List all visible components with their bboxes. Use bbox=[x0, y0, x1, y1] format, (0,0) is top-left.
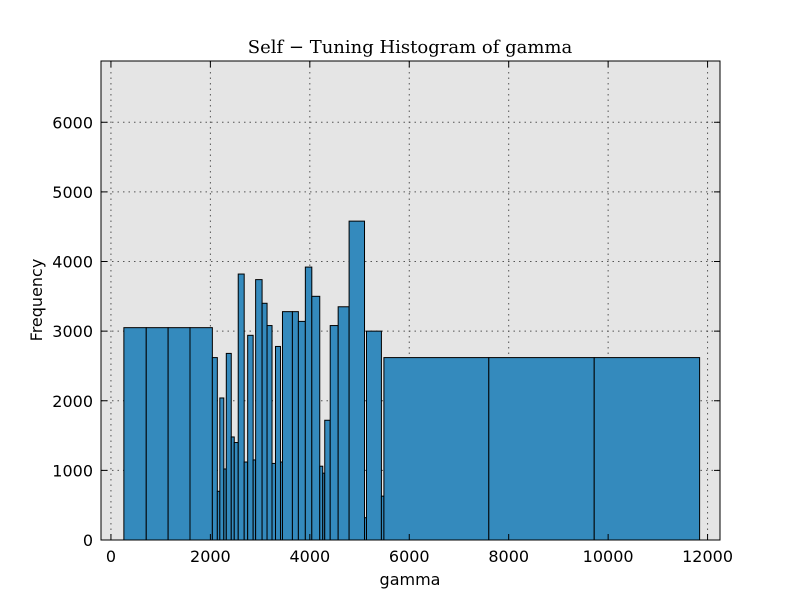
x-tick-label: 0 bbox=[106, 547, 116, 566]
histogram-bar bbox=[281, 311, 293, 541]
histogram-bar bbox=[365, 330, 382, 541]
histogram-bar bbox=[593, 357, 701, 541]
histogram-bar bbox=[329, 325, 339, 541]
histogram-bar bbox=[271, 462, 277, 541]
y-tick-label: 0 bbox=[83, 531, 93, 550]
y-tick-label: 4000 bbox=[52, 253, 93, 272]
x-tick-label: 6000 bbox=[389, 547, 430, 566]
histogram-bar bbox=[247, 334, 254, 541]
histogram-bar bbox=[337, 306, 350, 541]
histogram-bar bbox=[275, 345, 281, 541]
histogram-bar bbox=[324, 419, 331, 541]
histogram-bar bbox=[145, 327, 169, 541]
histogram-bar bbox=[237, 273, 245, 541]
histogram-bar bbox=[167, 327, 191, 541]
histogram-bar bbox=[189, 327, 213, 541]
histogram-bar bbox=[291, 311, 299, 541]
histogram-bar bbox=[255, 279, 263, 541]
histogram-bar bbox=[297, 320, 306, 541]
histogram-bar bbox=[219, 397, 225, 541]
plot-frame bbox=[100, 60, 721, 541]
y-tick-label: 6000 bbox=[52, 113, 93, 132]
x-tick-label: 2000 bbox=[190, 547, 231, 566]
histogram-bar bbox=[383, 357, 490, 541]
x-axis-label: gamma bbox=[380, 570, 441, 589]
histogram-bar bbox=[123, 327, 147, 541]
chart-title: Self − Tuning Histogram of gamma bbox=[248, 37, 573, 58]
histogram-bar bbox=[311, 295, 321, 541]
x-tick-label: 12000 bbox=[682, 547, 733, 566]
histogram-bar bbox=[348, 220, 366, 541]
histogram-bar bbox=[261, 302, 268, 541]
y-tick-label: 1000 bbox=[52, 461, 93, 480]
x-tick-label: 4000 bbox=[289, 547, 330, 566]
histogram-bar bbox=[225, 352, 232, 541]
x-tick-label: 8000 bbox=[488, 547, 529, 566]
histogram-bar bbox=[211, 357, 218, 541]
histogram-bar bbox=[233, 442, 239, 541]
y-axis-label: Frequency bbox=[27, 259, 46, 342]
histogram-bar bbox=[266, 325, 273, 541]
histogram-bar bbox=[304, 266, 313, 541]
y-tick-label: 5000 bbox=[52, 183, 93, 202]
x-tick-label: 10000 bbox=[583, 547, 634, 566]
y-tick-label: 2000 bbox=[52, 392, 93, 411]
histogram-bar bbox=[243, 461, 249, 541]
histogram-bar bbox=[488, 357, 595, 541]
y-tick-label: 3000 bbox=[52, 322, 93, 341]
